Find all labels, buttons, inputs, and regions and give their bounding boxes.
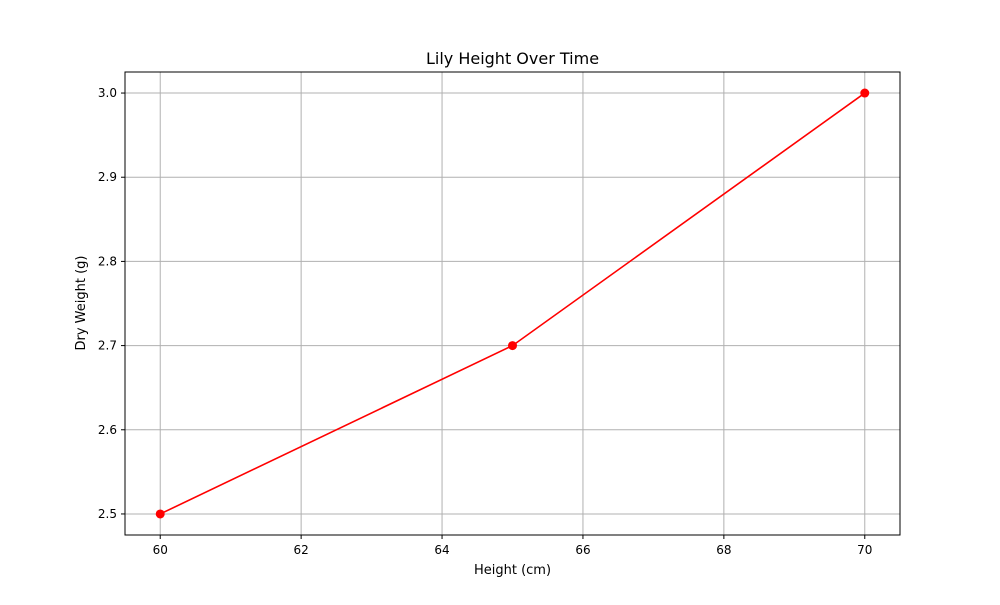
data-point xyxy=(155,509,165,519)
x-tick-label: 68 xyxy=(716,543,731,557)
chart-title: Lily Height Over Time xyxy=(426,49,599,68)
y-tick-label: 2.5 xyxy=(98,507,117,521)
y-tick-label: 2.9 xyxy=(98,170,117,184)
series-layer xyxy=(155,88,870,519)
x-tick-label: 64 xyxy=(434,543,449,557)
y-tick-label: 2.6 xyxy=(98,423,117,437)
x-tick-label: 60 xyxy=(153,543,168,557)
x-tick-label: 70 xyxy=(857,543,872,557)
y-tick-label: 2.7 xyxy=(98,339,117,353)
y-tick-label: 2.8 xyxy=(98,254,117,268)
y-axis-label: Dry Weight (g) xyxy=(74,256,89,351)
tick-layer: 60 62 64 66 68 70 2.5 2.6 2.7 2.8 2.9 3.0 xyxy=(98,86,873,557)
x-axis-label: Height (cm) xyxy=(474,563,551,578)
data-point xyxy=(860,88,870,98)
x-tick-label: 62 xyxy=(293,543,308,557)
plot-frame xyxy=(124,71,901,536)
data-point xyxy=(508,341,517,351)
y-tick-label: 3.0 xyxy=(98,86,117,100)
x-tick-label: 66 xyxy=(575,543,590,557)
